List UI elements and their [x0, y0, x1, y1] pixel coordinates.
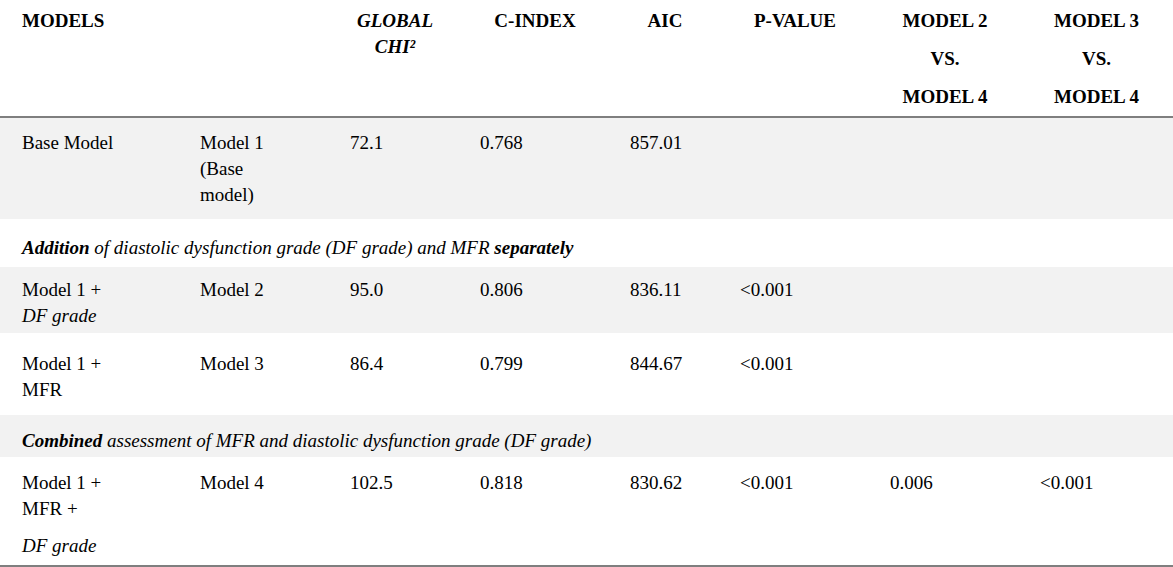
- global-chi2-line2: CHI²: [330, 34, 460, 60]
- p-value-empty: [720, 130, 870, 219]
- column-header-model2-vs-model4: MODEL 2 VS. MODEL 4: [870, 8, 1020, 122]
- table-row-model2: Model 1 + DF grade Model 2 95.0 0.806 83…: [0, 267, 1173, 333]
- table-row-model4: Model 1 + MFR + DF grade Model 4 102.5 0…: [0, 457, 1173, 567]
- row-label-line2: DF grade: [22, 303, 180, 329]
- m3-vs-m4-line3: MODEL 4: [1020, 84, 1173, 110]
- m2-vs-m4-value: 0.006: [870, 470, 1020, 565]
- section-lead-text: Addition: [22, 237, 90, 258]
- model-name-cell: Model 4: [180, 470, 330, 565]
- m2-vs-m4-empty: [870, 351, 1020, 415]
- m3-vs-m4-empty: [1020, 277, 1173, 333]
- section-row-addition: Addition of diastolic dysfunction grade …: [0, 219, 1173, 267]
- row-label-line1: Model 1 +: [22, 351, 180, 377]
- model-name-cell: Model 1 (Base model): [180, 130, 330, 219]
- global-chi2-value: 86.4: [330, 351, 460, 415]
- aic-value: 836.11: [610, 277, 720, 333]
- aic-value: 857.01: [610, 130, 720, 219]
- m2-vs-m4-line2: VS.: [870, 46, 1020, 72]
- m2-vs-m4-line1: MODEL 2: [870, 8, 1020, 34]
- global-chi2-value: 72.1: [330, 130, 460, 219]
- column-header-p-value: P-VALUE: [720, 8, 870, 122]
- section-lead-text: Combined: [22, 430, 102, 451]
- m2-vs-m4-empty: [870, 130, 1020, 219]
- aic-value: 844.67: [610, 351, 720, 415]
- m2-vs-m4-empty: [870, 277, 1020, 333]
- m3-vs-m4-empty: [1020, 130, 1173, 219]
- section-body-text: of diastolic dysfunction grade (DF grade…: [90, 237, 495, 258]
- m2-vs-m4-line3: MODEL 4: [870, 84, 1020, 110]
- m3-vs-m4-line2: VS.: [1020, 46, 1173, 72]
- column-header-models: MODELS: [0, 8, 180, 122]
- column-header-aic: AIC: [610, 8, 720, 122]
- c-index-value: 0.818: [460, 470, 610, 565]
- p-value: <0.001: [720, 351, 870, 415]
- model-name-cell: Model 2: [180, 277, 330, 333]
- column-header-c-index: C-INDEX: [460, 8, 610, 122]
- column-header-global-chi2: GLOBAL CHI²: [330, 8, 460, 122]
- model-name-line3: model): [200, 182, 330, 208]
- row-label-line1: Model 1 +: [22, 277, 180, 303]
- section-row-combined: Combined assessment of MFR and diastolic…: [0, 415, 1173, 457]
- row-label: Model 1 + MFR: [0, 351, 180, 415]
- section-body-text: assessment of MFR and diastolic dysfunct…: [102, 430, 591, 451]
- model-name-line2: (Base: [200, 156, 330, 182]
- section-tail-text: separately: [494, 237, 573, 258]
- p-value: <0.001: [720, 277, 870, 333]
- m3-vs-m4-empty: [1020, 351, 1173, 415]
- row-label-line2: MFR: [22, 377, 180, 403]
- global-chi2-value: 95.0: [330, 277, 460, 333]
- row-label-line1: Model 1 +: [22, 470, 180, 496]
- model-comparison-table: MODELS GLOBAL CHI² C-INDEX AIC P-VALUE M…: [0, 0, 1173, 567]
- column-header-model-name-empty: [180, 8, 330, 122]
- row-label: Base Model: [0, 130, 180, 219]
- model-name-line1: Model 1: [200, 130, 330, 156]
- row-label-line3: DF grade: [22, 533, 180, 559]
- aic-value: 830.62: [610, 470, 720, 565]
- m3-vs-m4-value: <0.001: [1020, 470, 1173, 565]
- global-chi2-line1: GLOBAL: [330, 8, 460, 34]
- column-header-model3-vs-model4: MODEL 3 VS. MODEL 4: [1020, 8, 1173, 122]
- table-row-model3: Model 1 + MFR Model 3 86.4 0.799 844.67 …: [0, 333, 1173, 415]
- table-row-base-model: Base Model Model 1 (Base model) 72.1 0.7…: [0, 118, 1173, 219]
- p-value: <0.001: [720, 470, 870, 565]
- global-chi2-value: 102.5: [330, 470, 460, 565]
- row-label: Model 1 + MFR + DF grade: [0, 470, 180, 565]
- table-header-row: MODELS GLOBAL CHI² C-INDEX AIC P-VALUE M…: [0, 0, 1173, 118]
- row-label: Model 1 + DF grade: [0, 277, 180, 333]
- c-index-value: 0.799: [460, 351, 610, 415]
- c-index-value: 0.768: [460, 130, 610, 219]
- model-name-cell: Model 3: [180, 351, 330, 415]
- c-index-value: 0.806: [460, 277, 610, 333]
- m3-vs-m4-line1: MODEL 3: [1020, 8, 1173, 34]
- row-label-line2: MFR +: [22, 496, 180, 522]
